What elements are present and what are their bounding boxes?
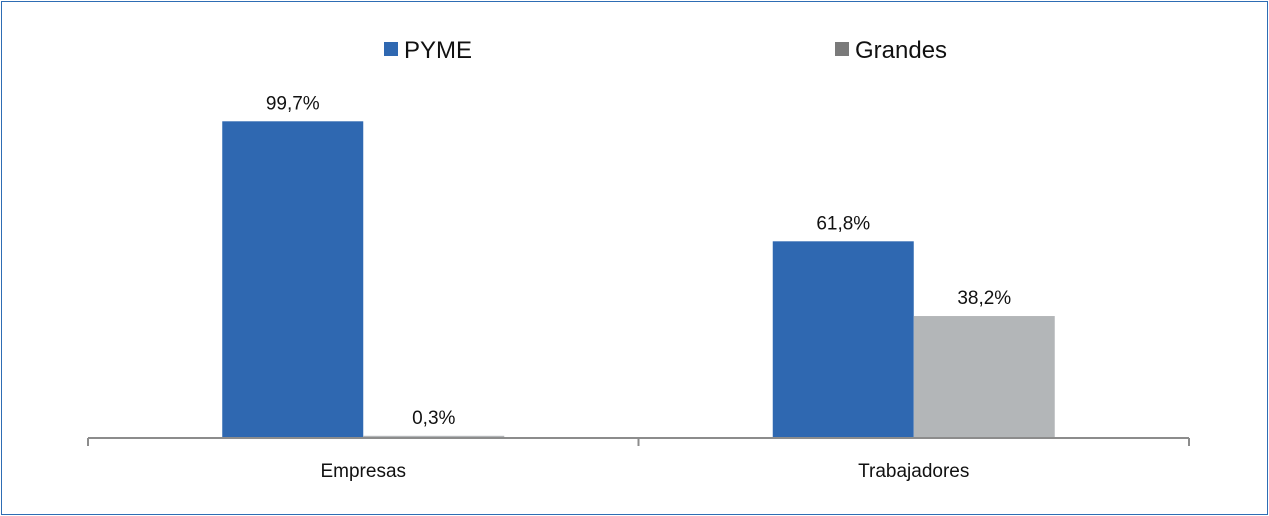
bar-pyme-trabajadores xyxy=(772,241,914,437)
legend-marker-grandes xyxy=(835,42,849,56)
bar-grandes-trabajadores xyxy=(913,316,1055,437)
bar-pyme-empresas xyxy=(222,121,364,438)
legend-label-grandes: Grandes xyxy=(855,37,947,64)
category-label-empresas: Empresas xyxy=(320,461,406,482)
data-label-pyme-empresas: 99,7% xyxy=(266,93,320,114)
data-label-grandes-empresas: 0,3% xyxy=(412,408,455,429)
legend-label-pyme: PYME xyxy=(404,37,472,64)
data-label-grandes-trabajadores: 38,2% xyxy=(957,288,1011,309)
bar-grandes-empresas xyxy=(363,435,505,437)
category-label-trabajadores: Trabajadores xyxy=(858,461,969,482)
legend-marker-pyme xyxy=(384,42,398,56)
data-label-pyme-trabajadores: 61,8% xyxy=(816,213,870,234)
